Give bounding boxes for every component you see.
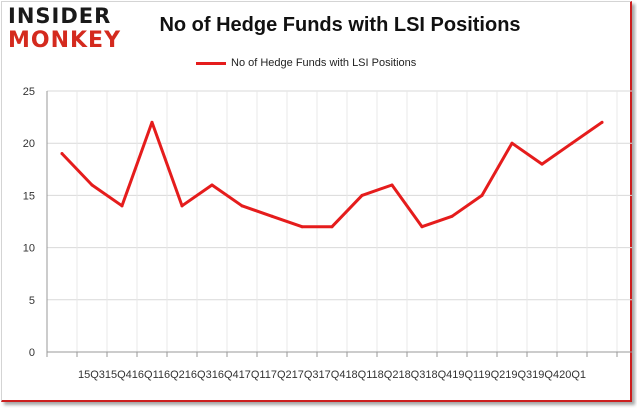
legend-label: No of Hedge Funds with LSI Positions xyxy=(231,57,417,69)
y-tick-label: 15 xyxy=(23,190,35,202)
data-point xyxy=(420,225,424,229)
label-layer: 0 5 10 15 20 25 15Q315Q416Q116Q216Q316Q417Q117… xyxy=(23,86,586,381)
data-point xyxy=(210,183,214,187)
data-point xyxy=(510,141,514,145)
logo-text-bottom: MONKEY xyxy=(8,28,122,53)
grid-layer xyxy=(46,90,632,352)
logo-text-top: INSIDER xyxy=(8,4,112,28)
data-point xyxy=(120,204,124,208)
data-point xyxy=(600,120,604,124)
y-tick-label: 5 xyxy=(29,295,35,307)
x-tick-labels: 15Q315Q416Q116Q216Q316Q417Q117Q217Q317Q4… xyxy=(78,369,586,381)
data-point xyxy=(480,193,484,197)
data-point xyxy=(300,225,304,229)
y-tick-label: 25 xyxy=(23,86,35,98)
data-point xyxy=(270,214,274,218)
data-point xyxy=(150,120,154,124)
y-tick-label: 10 xyxy=(23,243,35,255)
series-layer xyxy=(60,120,604,229)
data-point xyxy=(540,162,544,166)
data-point xyxy=(390,183,394,187)
data-point xyxy=(240,204,244,208)
data-point xyxy=(180,204,184,208)
data-point xyxy=(330,225,334,229)
data-point xyxy=(360,193,364,197)
axis-layer xyxy=(46,91,632,357)
data-point xyxy=(90,183,94,187)
data-point xyxy=(570,141,574,145)
data-point xyxy=(450,214,454,218)
chart-legend: No of Hedge Funds with LSI Positions xyxy=(196,55,416,71)
y-tick-label: 20 xyxy=(23,138,35,150)
series-line xyxy=(60,120,604,229)
y-tick-label: 0 xyxy=(29,347,35,359)
legend-swatch xyxy=(196,61,226,65)
chart-title: No of Hedge Funds with LSI Positions xyxy=(159,14,521,36)
data-point xyxy=(60,152,64,156)
insider-monkey-logo: INSIDER MONKEY xyxy=(8,4,120,54)
